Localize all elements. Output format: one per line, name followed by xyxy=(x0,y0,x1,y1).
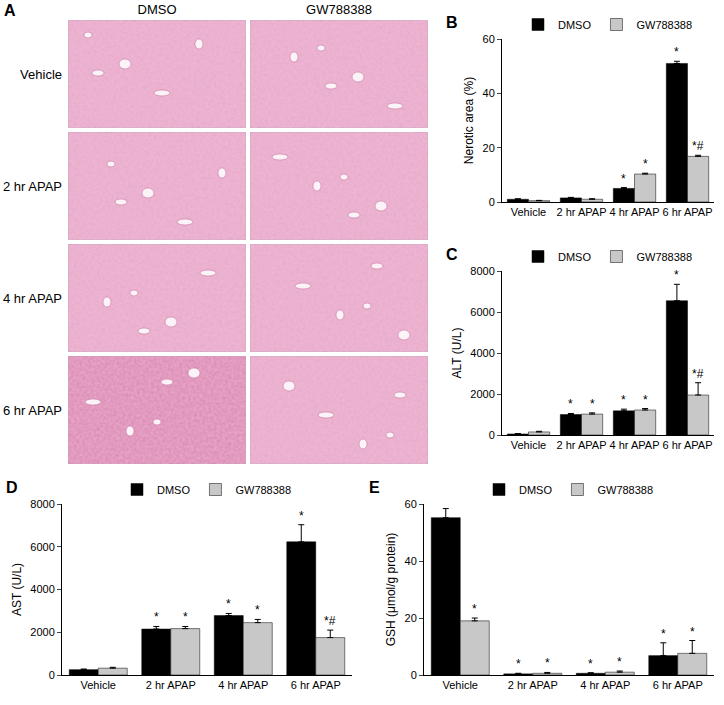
svg-text:*: * xyxy=(568,397,573,411)
svg-text:4 hr APAP: 4 hr APAP xyxy=(580,679,630,691)
svg-text:*: * xyxy=(643,157,648,171)
svg-text:GW788388: GW788388 xyxy=(306,2,372,17)
svg-text:*: * xyxy=(643,393,648,407)
svg-text:2000: 2000 xyxy=(30,626,54,638)
svg-text:*: * xyxy=(621,393,626,407)
svg-text:*: * xyxy=(255,603,260,617)
svg-text:DMSO: DMSO xyxy=(558,251,591,263)
svg-text:2 hr APAP: 2 hr APAP xyxy=(508,679,558,691)
svg-text:*: * xyxy=(588,657,593,671)
svg-text:DMSO: DMSO xyxy=(138,2,177,17)
svg-text:*: * xyxy=(545,656,550,670)
svg-text:Nerotic area (%): Nerotic area (%) xyxy=(462,77,476,164)
svg-text:4 hr APAP: 4 hr APAP xyxy=(610,439,660,451)
svg-text:GW788388: GW788388 xyxy=(636,251,692,263)
svg-text:6 hr APAP: 6 hr APAP xyxy=(3,403,62,418)
svg-text:*: * xyxy=(690,625,695,639)
svg-text:C: C xyxy=(446,246,458,263)
svg-text:6 hr APAP: 6 hr APAP xyxy=(653,679,703,691)
svg-text:GSH (μmol/g protein): GSH (μmol/g protein) xyxy=(384,533,398,647)
svg-text:40: 40 xyxy=(483,87,495,99)
svg-text:2 hr APAP: 2 hr APAP xyxy=(557,206,607,218)
svg-text:*: * xyxy=(299,509,304,523)
svg-text:*: * xyxy=(226,597,231,611)
svg-text:*: * xyxy=(183,610,188,624)
svg-text:4000: 4000 xyxy=(470,347,494,359)
svg-text:20: 20 xyxy=(483,142,495,154)
svg-text:Vehicle: Vehicle xyxy=(20,67,62,82)
svg-text:Vehicle: Vehicle xyxy=(511,439,546,451)
svg-text:6000: 6000 xyxy=(470,306,494,318)
svg-text:*: * xyxy=(590,397,595,411)
svg-text:DMSO: DMSO xyxy=(558,19,591,31)
svg-text:*: * xyxy=(661,627,666,641)
svg-text:A: A xyxy=(4,2,16,19)
svg-text:0: 0 xyxy=(489,196,495,208)
svg-text:D: D xyxy=(6,479,18,496)
svg-text:*: * xyxy=(617,655,622,669)
svg-text:60: 60 xyxy=(405,498,417,510)
svg-text:8000: 8000 xyxy=(30,498,54,510)
svg-text:E: E xyxy=(369,479,380,496)
svg-text:Vehicle: Vehicle xyxy=(511,206,546,218)
svg-text:*: * xyxy=(621,172,626,186)
svg-text:*#: *# xyxy=(324,614,336,628)
svg-text:2000: 2000 xyxy=(470,388,494,400)
svg-text:4 hr APAP: 4 hr APAP xyxy=(610,206,660,218)
svg-text:AST (U/L): AST (U/L) xyxy=(10,563,24,616)
svg-text:0: 0 xyxy=(49,669,55,681)
svg-text:*: * xyxy=(516,657,521,671)
svg-text:6 hr APAP: 6 hr APAP xyxy=(291,679,341,691)
svg-text:6000: 6000 xyxy=(30,541,54,553)
svg-text:2 hr APAP: 2 hr APAP xyxy=(146,679,196,691)
svg-text:0: 0 xyxy=(411,669,417,681)
svg-text:GW788388: GW788388 xyxy=(235,484,291,496)
svg-text:Vehicle: Vehicle xyxy=(443,679,478,691)
svg-text:*: * xyxy=(674,45,679,59)
svg-text:GW788388: GW788388 xyxy=(597,484,653,496)
svg-text:GW788388: GW788388 xyxy=(636,19,692,31)
svg-text:6 hr APAP: 6 hr APAP xyxy=(663,206,713,218)
svg-text:20: 20 xyxy=(405,612,417,624)
svg-text:ALT (U/L): ALT (U/L) xyxy=(450,328,464,379)
svg-text:8000: 8000 xyxy=(470,265,494,277)
svg-text:4 hr APAP: 4 hr APAP xyxy=(3,291,62,306)
svg-text:*: * xyxy=(674,268,679,282)
svg-text:Vehicle: Vehicle xyxy=(81,679,116,691)
svg-text:*#: *# xyxy=(692,367,704,381)
svg-text:DMSO: DMSO xyxy=(519,484,552,496)
svg-text:*#: *# xyxy=(692,139,704,153)
svg-text:B: B xyxy=(446,14,458,31)
svg-text:40: 40 xyxy=(405,555,417,567)
svg-text:2 hr APAP: 2 hr APAP xyxy=(3,179,62,194)
svg-text:2 hr APAP: 2 hr APAP xyxy=(557,439,607,451)
svg-text:4000: 4000 xyxy=(30,583,54,595)
svg-text:DMSO: DMSO xyxy=(157,484,190,496)
svg-text:*: * xyxy=(154,610,159,624)
svg-text:*: * xyxy=(472,602,477,616)
svg-text:0: 0 xyxy=(489,429,495,441)
svg-text:60: 60 xyxy=(483,33,495,45)
svg-text:6 hr APAP: 6 hr APAP xyxy=(663,439,713,451)
svg-text:4 hr APAP: 4 hr APAP xyxy=(218,679,268,691)
